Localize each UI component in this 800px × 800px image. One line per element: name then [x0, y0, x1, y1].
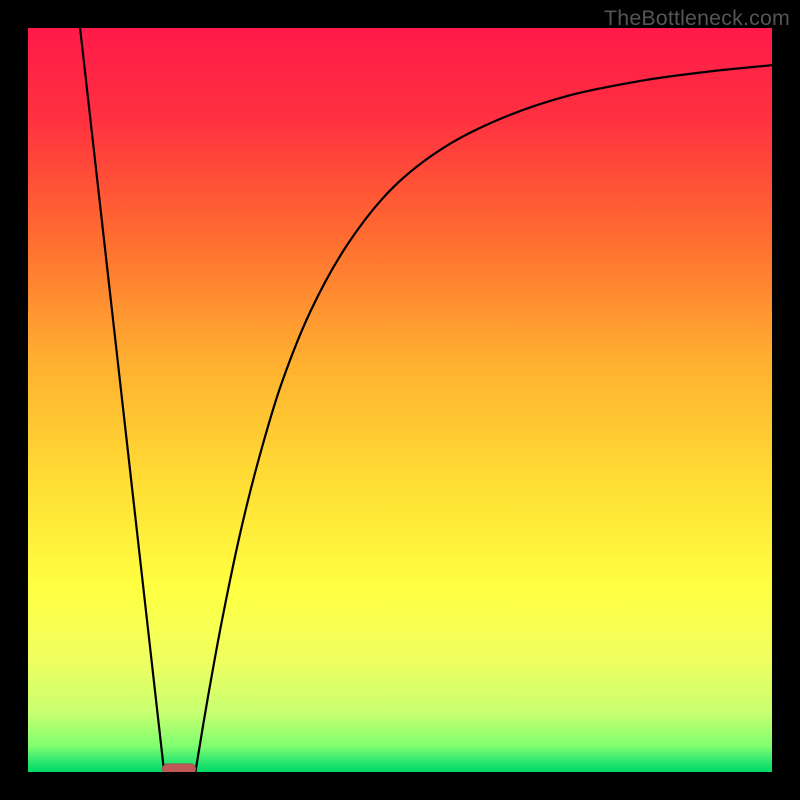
plot-area [28, 28, 772, 772]
optimum-marker [162, 764, 195, 772]
bottleneck-chart-svg [28, 28, 772, 772]
attribution-watermark: TheBottleneck.com [604, 6, 790, 31]
gradient-background [28, 28, 772, 772]
chart-container: TheBottleneck.com [0, 0, 800, 800]
